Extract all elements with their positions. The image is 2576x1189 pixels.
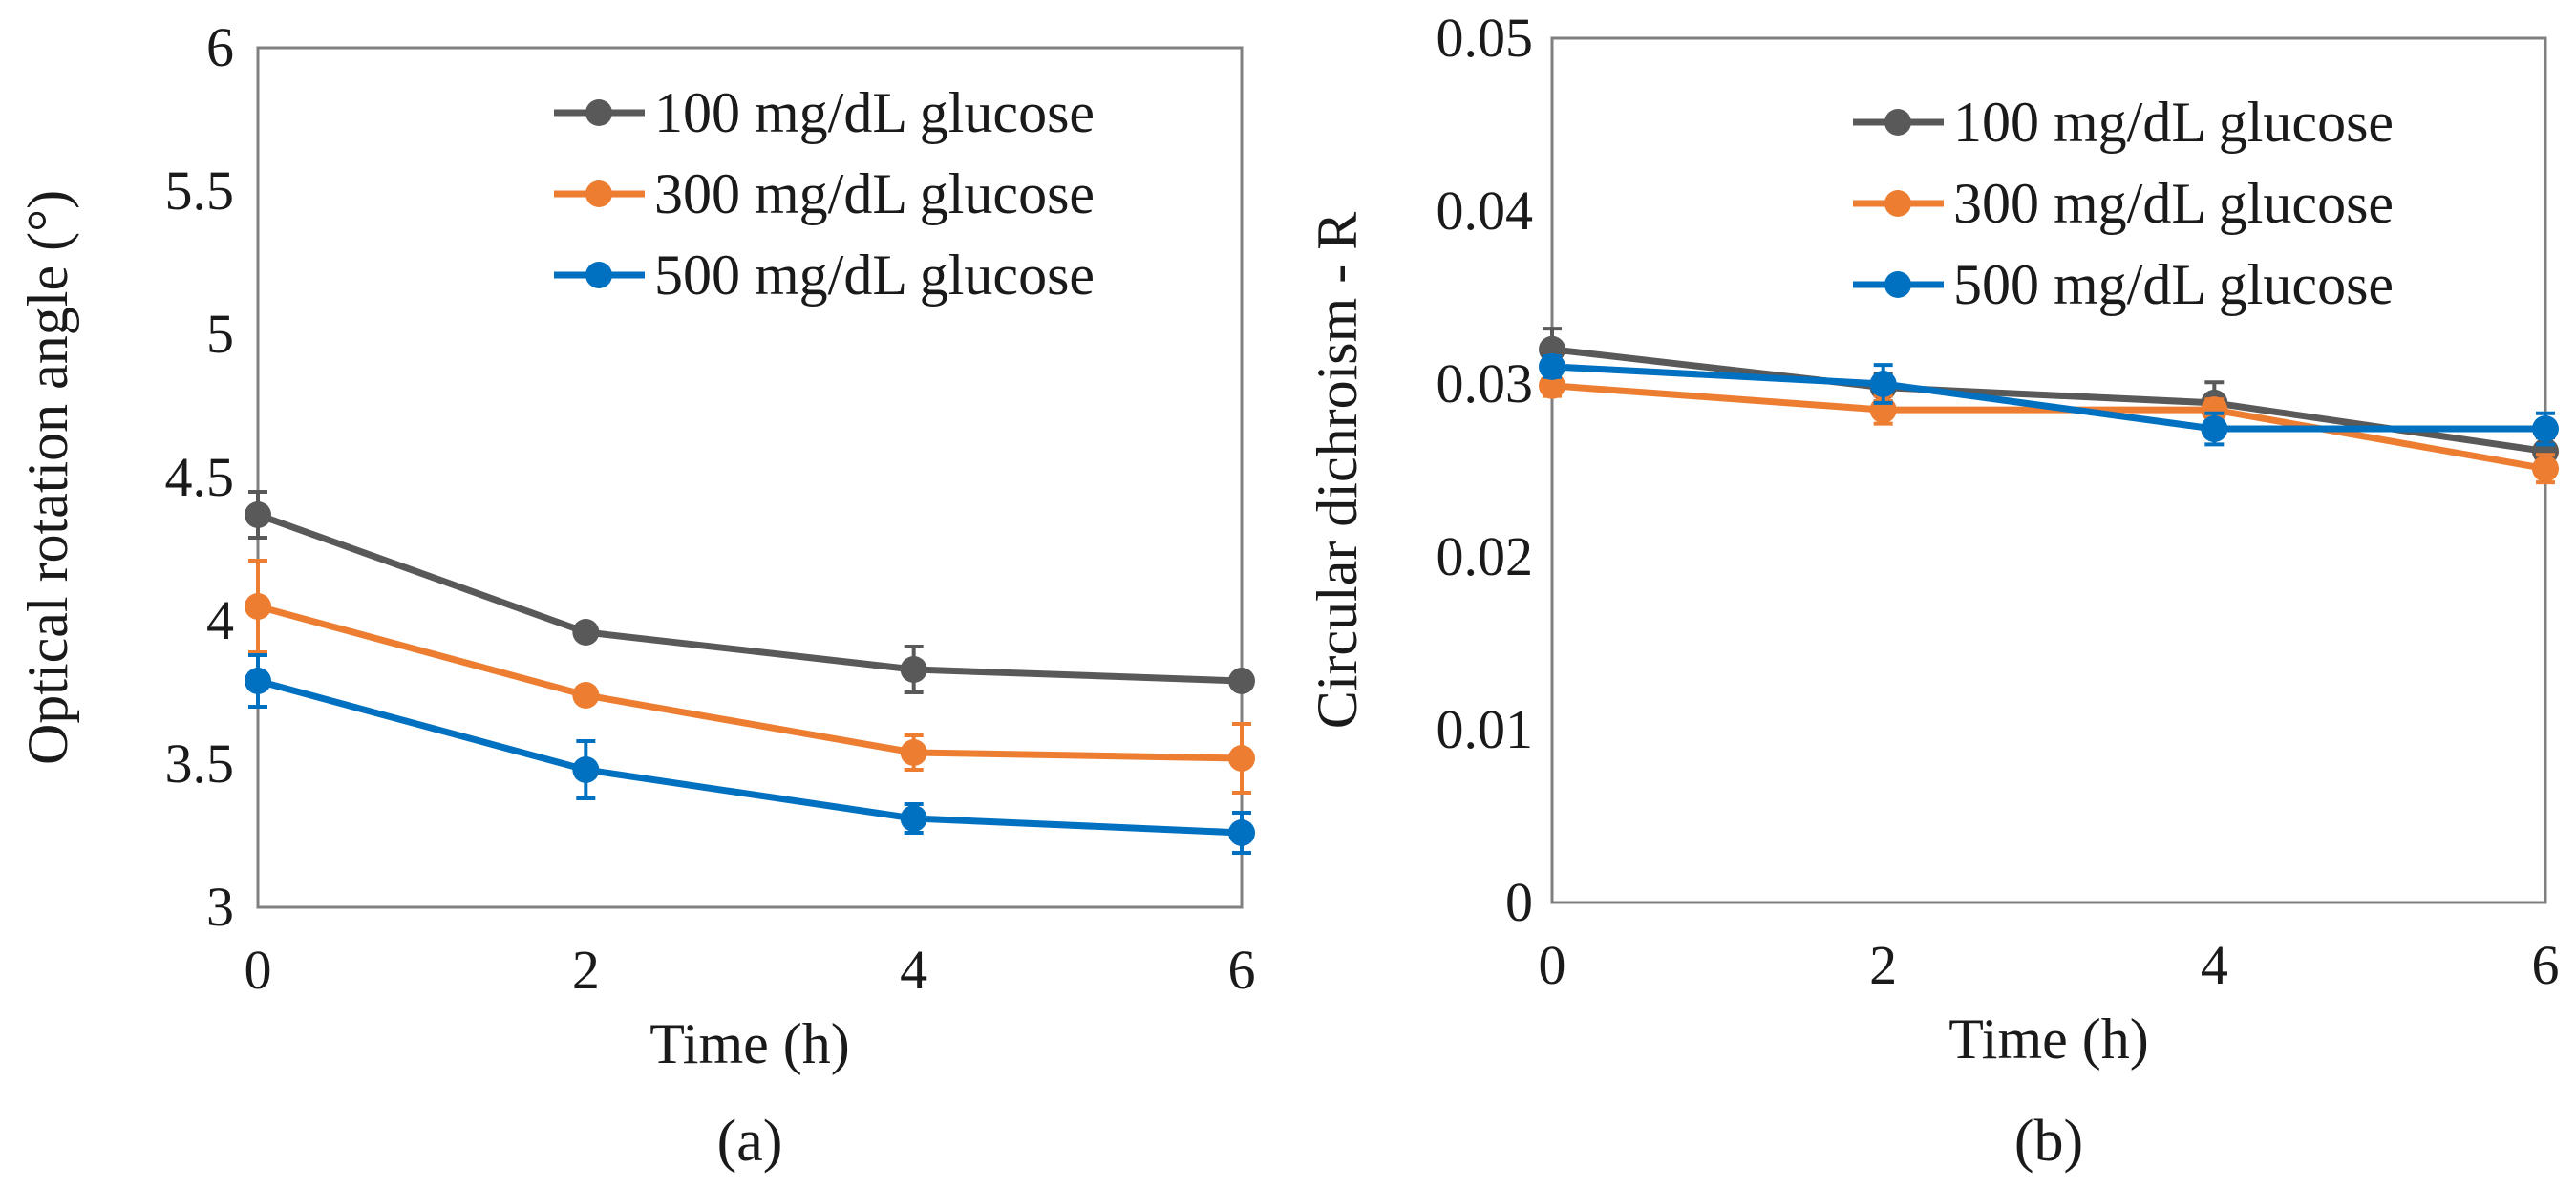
data-point: [572, 682, 600, 709]
legend-swatch-marker: [585, 262, 612, 288]
data-point: [572, 756, 600, 783]
data-point: [2201, 415, 2228, 443]
panel-b-circular-dichroism-chart: 0 0.01 0.02 0.03 0.04 0.05 0 2 4 6 Time (h) Circula…: [1306, 7, 2560, 1174]
data-point: [900, 739, 927, 766]
y-tick-label: 0.03: [1437, 352, 1534, 414]
data-point: [2532, 455, 2559, 482]
series-line: [1551, 363, 2545, 433]
x-tick-label: 2: [1869, 934, 1897, 996]
series-line: [1551, 346, 2546, 456]
y-tick-label: 5: [206, 303, 234, 365]
legend-label: 300 mg/dL glucose: [1953, 172, 2394, 235]
y-tick-label: 6: [206, 16, 234, 78]
y-tick-label: 0.02: [1437, 525, 1534, 587]
legend-swatch-marker: [585, 180, 612, 207]
data-point: [245, 593, 271, 620]
series-line: [256, 511, 1243, 685]
data-point: [1228, 668, 1255, 694]
y-axis-title: Circular dichroism - R: [1306, 212, 1369, 730]
y-axis-title: Optical rotation angle (°): [16, 190, 79, 765]
data-point: [1228, 819, 1255, 846]
data-point: [2201, 396, 2228, 424]
data-point: [245, 501, 271, 528]
legend-label: 100 mg/dL glucose: [654, 81, 1095, 144]
x-tick-label: 2: [572, 939, 600, 1001]
x-axis-title: Time (h): [1948, 1008, 2148, 1071]
x-tick-label: 0: [1539, 934, 1566, 996]
legend-label: 100 mg/dL glucose: [1953, 91, 2394, 154]
legend-swatch-marker: [1884, 190, 1911, 217]
y-tick-label: 4.5: [165, 446, 235, 508]
plot-area-frame: [256, 46, 1244, 909]
data-point: [572, 619, 600, 646]
panel-a-optical-rotation-chart: 3 3.5 4 4.5 5 5.5 6 0 2 4 6 Time (h) Optical rotatio…: [16, 16, 1256, 1174]
data-point: [1539, 352, 1565, 380]
series-line: [257, 603, 1243, 762]
plot-area-frame: [1550, 36, 2547, 904]
data-point: [900, 656, 927, 683]
data-point: [2532, 415, 2559, 443]
y-tick-label: 0.04: [1437, 180, 1534, 242]
x-tick-label: 6: [1228, 939, 1256, 1001]
x-tick-label: 0: [245, 939, 272, 1001]
legend-label: 500 mg/dL glucose: [654, 244, 1095, 307]
data-point: [1228, 745, 1255, 772]
y-tick-label: 0.01: [1437, 698, 1534, 760]
x-tick-label: 6: [2532, 934, 2560, 996]
y-tick-label: 4: [206, 589, 234, 651]
x-tick-label: 4: [2201, 934, 2228, 996]
legend-swatch-marker: [1884, 271, 1911, 298]
x-tick-label: 4: [900, 939, 927, 1001]
data-point: [1539, 372, 1565, 399]
legend-label: 300 mg/dL glucose: [654, 162, 1095, 225]
x-axis-title: Time (h): [649, 1012, 849, 1075]
data-point: [900, 805, 927, 832]
series-line: [257, 677, 1243, 837]
y-tick-label: 3: [206, 876, 234, 938]
y-tick-label: 0: [1505, 871, 1533, 933]
data-point: [1869, 371, 1897, 397]
data-point: [245, 668, 271, 694]
panel-caption: (a): [717, 1109, 783, 1174]
y-tick-label: 3.5: [165, 733, 235, 795]
legend-swatch-marker: [585, 99, 612, 126]
y-tick-label: 5.5: [165, 159, 235, 222]
series-line: [1551, 382, 2546, 473]
panel-caption: (b): [2014, 1109, 2083, 1174]
y-tick-label: 0.05: [1437, 7, 1534, 69]
legend-swatch-marker: [1884, 109, 1911, 136]
legend-label: 500 mg/dL glucose: [1953, 253, 2394, 316]
